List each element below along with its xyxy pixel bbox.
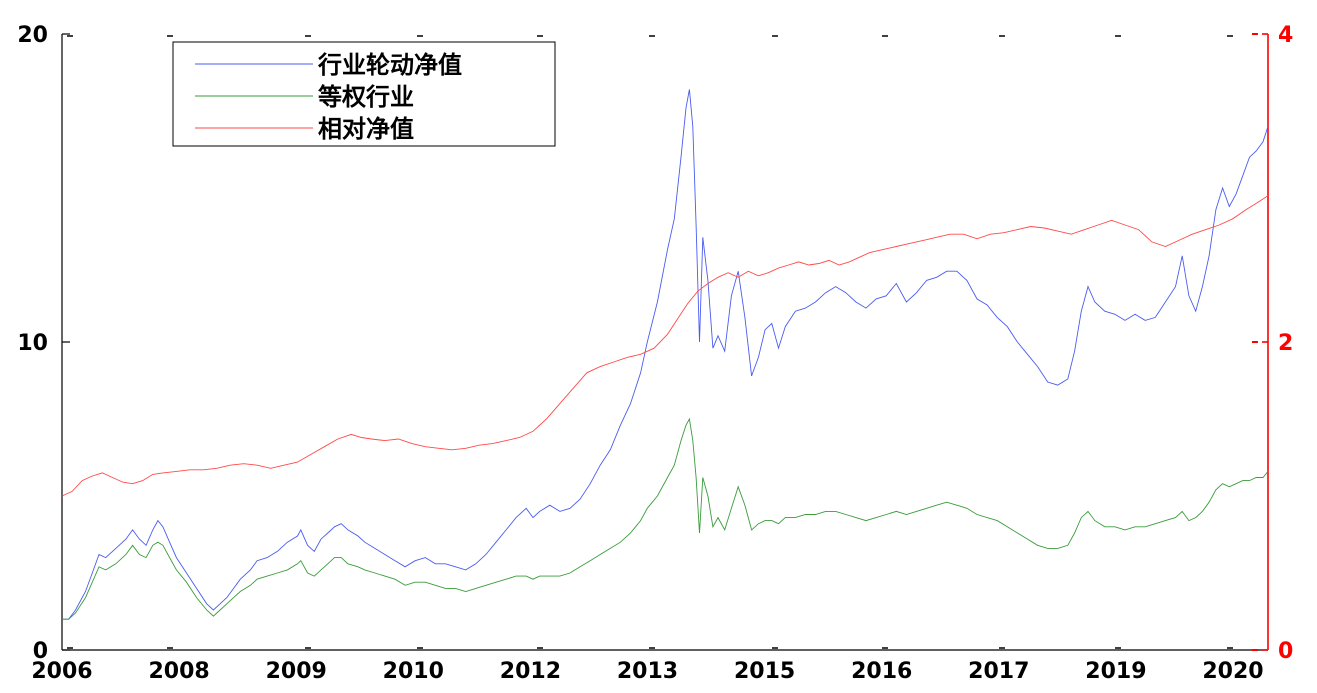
legend-box (172, 41, 556, 147)
series-layer (61, 89, 1269, 620)
y-right-tick-label: 4 (1278, 23, 1293, 48)
y-right-tick-label: 0 (1278, 639, 1293, 664)
x-tick-label: 2016 (851, 659, 912, 684)
legend-label-2: 等权行业 (318, 83, 414, 111)
series-line-2 (62, 417, 1269, 620)
x-tick-label: 2015 (734, 659, 795, 684)
x-tick-label: 2008 (148, 659, 209, 684)
axis-layer: 0 10 20 0 2 4 2006 2008 2009 2010 2012 2013 2015 2016… (17, 23, 1293, 684)
series-line-1 (62, 89, 1269, 620)
series-line-3 (61, 195, 1269, 497)
x-tick-label: 2013 (617, 659, 678, 684)
x-tick-label: 2017 (968, 659, 1029, 684)
x-tick-label: 2020 (1202, 659, 1263, 684)
x-tick-label: 2012 (500, 659, 561, 684)
legend-label-1: 行业轮动净值 (317, 51, 462, 79)
y-left-tick-label: 10 (17, 331, 48, 356)
legend-label-3: 相对净值 (318, 115, 414, 143)
x-tick-label: 2019 (1085, 659, 1146, 684)
y-left-tick-label: 20 (17, 23, 48, 48)
x-tick-label: 2010 (383, 659, 444, 684)
y-right-tick-label: 2 (1278, 331, 1293, 356)
x-tick-label: 2006 (31, 659, 92, 684)
x-tick-label: 2009 (266, 659, 327, 684)
y-left-tick-label: 0 (33, 639, 48, 664)
